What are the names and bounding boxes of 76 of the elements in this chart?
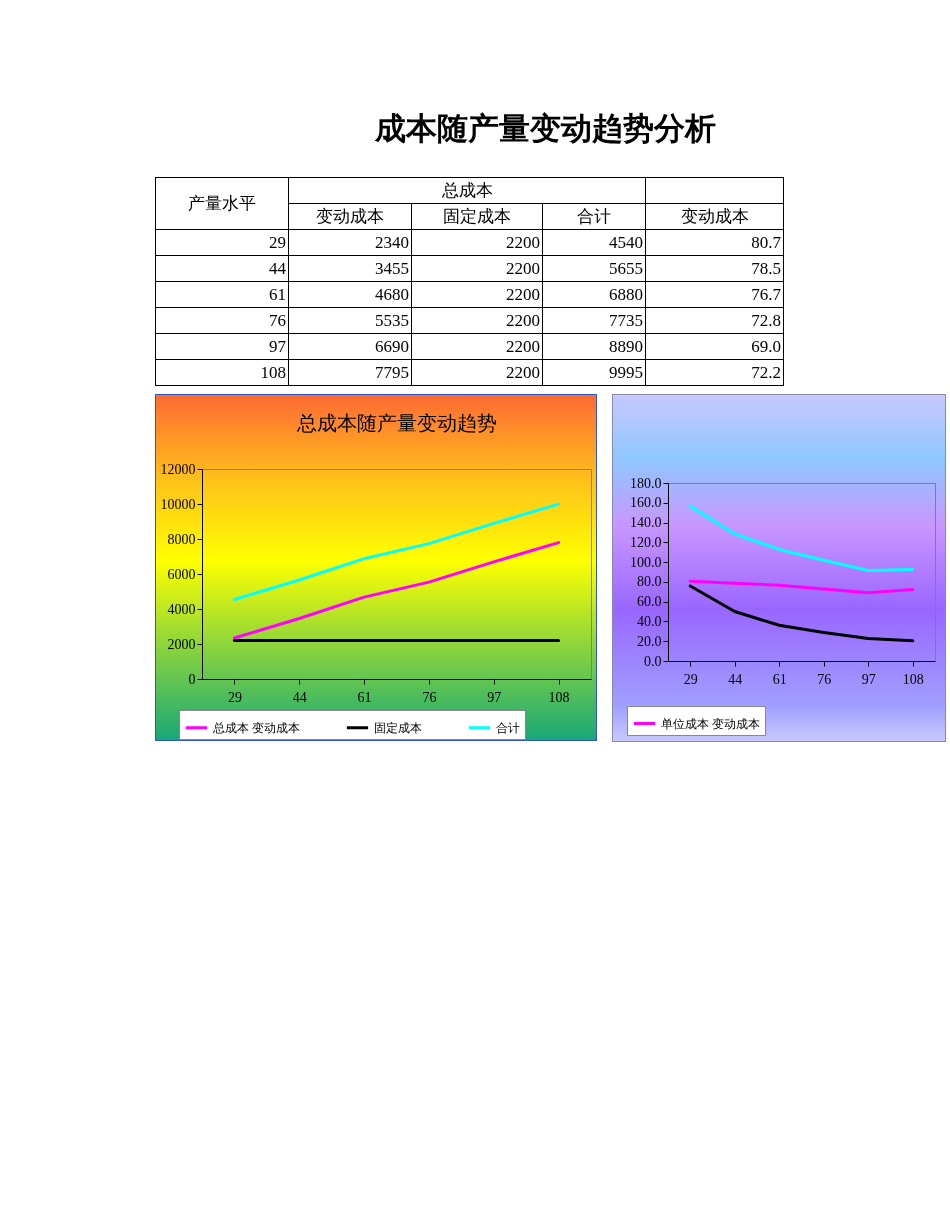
text: 8890 bbox=[542, 333, 646, 360]
text: 97 bbox=[155, 333, 289, 360]
text: 7735 bbox=[542, 307, 646, 334]
x-tick-label: 97 bbox=[861, 671, 876, 687]
text: 69.0 bbox=[645, 333, 784, 360]
y-tick-label: 120.0 bbox=[630, 534, 662, 550]
y-tick-label: 140.0 bbox=[630, 515, 662, 531]
y-tick-label: 10000 bbox=[160, 496, 196, 512]
text: 成本随产量变动趋势分析 bbox=[373, 110, 717, 148]
text: 合计 bbox=[542, 203, 646, 230]
legend-label: 总成本 变动成本 bbox=[212, 720, 300, 735]
y-tick-label: 40.0 bbox=[637, 613, 662, 629]
text: 2340 bbox=[288, 229, 412, 256]
text: 61 bbox=[155, 281, 289, 308]
x-tick-label: 108 bbox=[902, 671, 924, 687]
text: 产量水平 bbox=[155, 177, 289, 230]
y-tick-label: 20.0 bbox=[637, 633, 662, 649]
text: 2200 bbox=[411, 307, 543, 334]
text: 80.7 bbox=[645, 229, 784, 256]
y-tick-label: 180.0 bbox=[630, 475, 662, 491]
text: 变动成本 bbox=[645, 203, 784, 230]
y-tick-label: 160.0 bbox=[630, 495, 662, 511]
text: 2200 bbox=[411, 333, 543, 360]
text: 108 bbox=[155, 359, 289, 386]
line-series bbox=[688, 504, 915, 572]
text: 总成本 bbox=[288, 177, 646, 204]
y-tick-label: 0.0 bbox=[644, 653, 662, 669]
y-tick-label: 80.0 bbox=[637, 574, 662, 590]
text: 76 bbox=[155, 307, 289, 334]
text: 2200 bbox=[411, 255, 543, 282]
text: 72.2 bbox=[645, 359, 784, 386]
x-tick-label: 61 bbox=[357, 689, 372, 705]
text: 4680 bbox=[288, 281, 412, 308]
text: 固定成本 bbox=[411, 203, 543, 230]
text: 2200 bbox=[411, 359, 543, 386]
text: 变动成本 bbox=[288, 203, 412, 230]
text: 29 bbox=[155, 229, 289, 256]
y-tick-label: 4000 bbox=[167, 601, 196, 617]
line-series bbox=[232, 502, 561, 602]
x-tick-label: 76 bbox=[817, 671, 832, 687]
y-tick-label: 8000 bbox=[167, 531, 196, 547]
chart-title: 总成本随产量变动趋势 bbox=[295, 412, 497, 434]
x-tick-label: 97 bbox=[487, 689, 502, 705]
y-tick-label: 100.0 bbox=[630, 554, 662, 570]
legend-label: 单位成本 变动成本 bbox=[661, 716, 760, 731]
y-tick-label: 0 bbox=[188, 671, 196, 687]
text: 44 bbox=[155, 255, 289, 282]
text: 9995 bbox=[542, 359, 646, 386]
x-tick-label: 29 bbox=[683, 671, 698, 687]
legend-label: 合计 bbox=[496, 720, 520, 735]
x-tick-label: 61 bbox=[772, 671, 787, 687]
text: 6880 bbox=[542, 281, 646, 308]
text: 2200 bbox=[411, 281, 543, 308]
line-series bbox=[688, 579, 915, 595]
text: 6690 bbox=[288, 333, 412, 360]
x-tick-label: 44 bbox=[728, 671, 743, 687]
y-tick-label: 2000 bbox=[167, 636, 196, 652]
text: 5535 bbox=[288, 307, 412, 334]
line-series bbox=[232, 541, 561, 640]
x-tick-label: 44 bbox=[292, 689, 307, 705]
y-tick-label: 12000 bbox=[160, 461, 196, 477]
x-tick-label: 29 bbox=[227, 689, 242, 705]
line-series bbox=[688, 584, 915, 643]
text: 7795 bbox=[288, 359, 412, 386]
y-tick-label: 60.0 bbox=[637, 594, 662, 610]
text: 72.8 bbox=[645, 307, 784, 334]
y-tick-label: 6000 bbox=[167, 566, 196, 582]
text: 76.7 bbox=[645, 281, 784, 308]
text: 2200 bbox=[411, 229, 543, 256]
text: 5655 bbox=[542, 255, 646, 282]
x-tick-label: 108 bbox=[548, 689, 570, 705]
text: 3455 bbox=[288, 255, 412, 282]
text: 4540 bbox=[542, 229, 646, 256]
x-tick-label: 76 bbox=[422, 689, 437, 705]
legend-label: 固定成本 bbox=[374, 720, 422, 735]
text: 78.5 bbox=[645, 255, 784, 282]
